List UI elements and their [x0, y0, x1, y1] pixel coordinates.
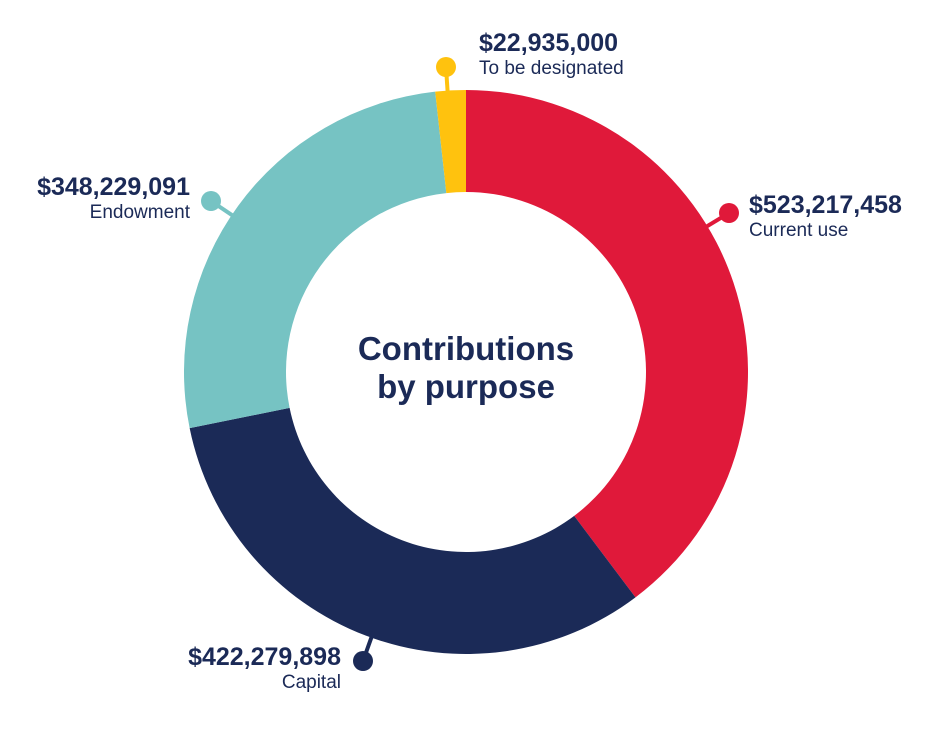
slice-current-use	[466, 90, 748, 598]
slice-capital	[189, 407, 636, 654]
marker-dot-capital	[353, 651, 373, 671]
marker-dot-endowment	[201, 191, 221, 211]
name-capital: Capital	[281, 672, 341, 693]
label-capital: $422,279,898 Capital	[188, 642, 341, 695]
label-endowment: $348,229,091 Endowment	[37, 172, 190, 225]
chart-title: Contributions by purpose	[316, 330, 616, 406]
value-capital: $422,279,898	[188, 643, 341, 671]
value-to-be-designated: $22,935,000	[479, 29, 619, 57]
label-to-be-designated: $22,935,000 To be designated	[479, 28, 624, 81]
value-endowment: $348,229,091	[37, 173, 190, 201]
chart-title-line-1: Contributions	[357, 330, 575, 367]
marker-dot-to-be-designated	[436, 57, 456, 77]
name-endowment: Endowment	[89, 202, 190, 223]
label-current-use: $523,217,458 Current use	[749, 190, 902, 243]
marker-dot-current-use	[719, 203, 739, 223]
chart-title-line-2: by purpose	[377, 367, 555, 405]
name-to-be-designated: To be designated	[479, 58, 624, 79]
value-current-use: $523,217,458	[749, 191, 902, 219]
name-current-use: Current use	[749, 220, 849, 241]
slice-endowment	[184, 91, 447, 429]
slice-to-be-designated	[435, 90, 466, 194]
